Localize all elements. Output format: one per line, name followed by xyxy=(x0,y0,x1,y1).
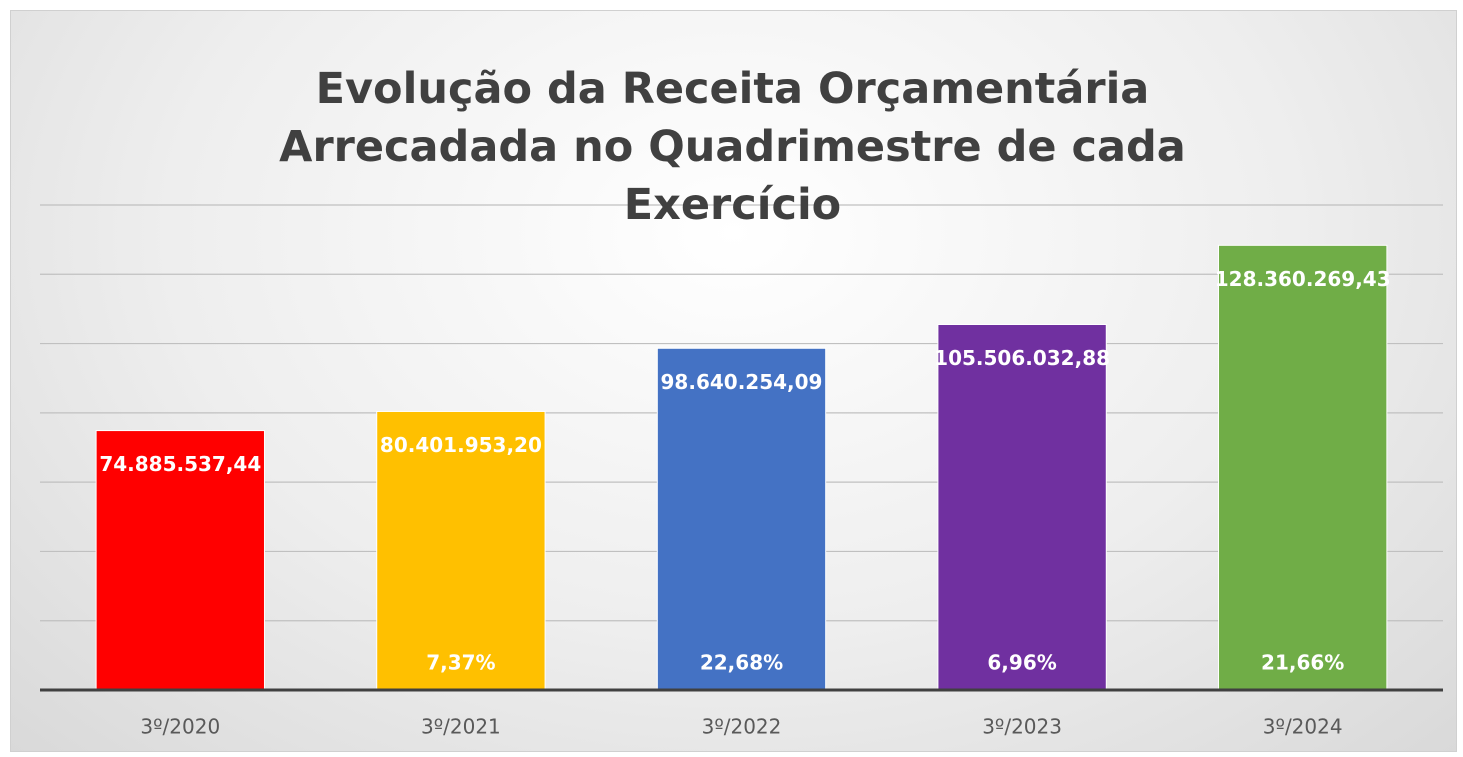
growth-label: 21,66% xyxy=(1261,651,1344,675)
bar xyxy=(937,323,1107,691)
x-tick-label: 3º/2024 xyxy=(1263,715,1343,739)
bar xyxy=(95,430,265,691)
bar xyxy=(376,410,546,691)
growth-label: 6,96% xyxy=(987,651,1056,675)
growth-label: 7,37% xyxy=(426,651,495,675)
growth-label: 22,68% xyxy=(700,651,783,675)
x-tick-label: 3º/2023 xyxy=(982,715,1062,739)
bar xyxy=(656,347,827,691)
data-label: 128.360.269,43 xyxy=(1215,267,1391,291)
data-label: 80.401.953,20 xyxy=(380,433,542,457)
x-tick-label: 3º/2022 xyxy=(702,715,782,739)
data-label: 98.640.254,09 xyxy=(661,370,823,394)
data-label: 105.506.032,88 xyxy=(934,346,1110,370)
bar xyxy=(1218,244,1388,691)
data-label: 74.885.537,44 xyxy=(99,452,261,476)
chart-title: Evolução da Receita Orçamentária Arrecad… xyxy=(279,64,1186,230)
x-tick-label: 3º/2020 xyxy=(140,715,220,739)
x-tick-label: 3º/2021 xyxy=(421,715,501,739)
